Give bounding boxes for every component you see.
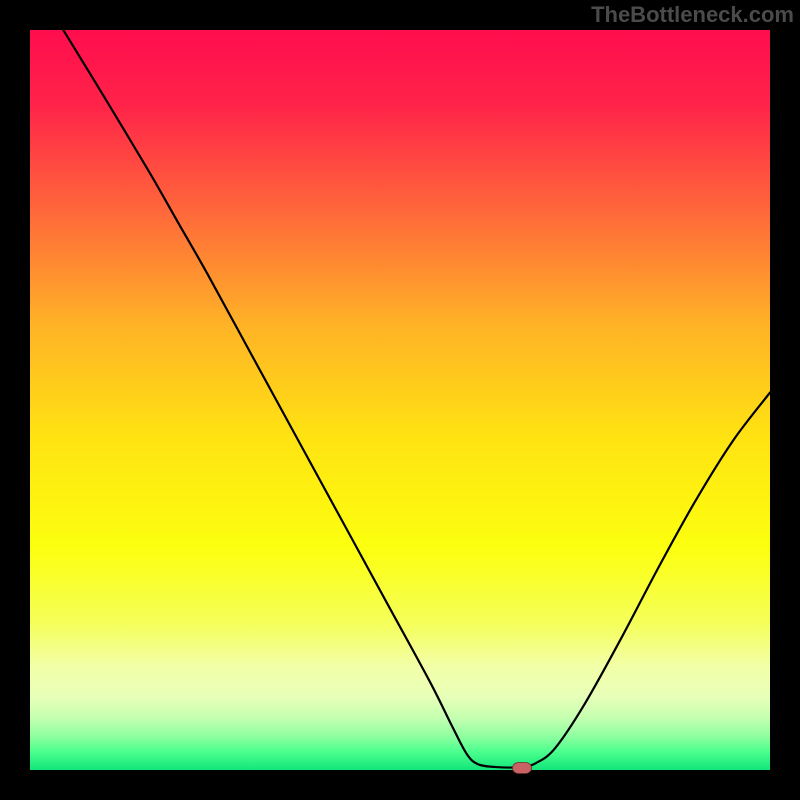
marker-pill (513, 763, 532, 774)
chart-container: { "attribution": { "text": "TheBottlenec… (0, 0, 800, 800)
attribution-text: TheBottleneck.com (591, 2, 794, 28)
plot-area (30, 30, 770, 770)
curve-path (63, 30, 770, 768)
optimum-marker (512, 761, 532, 773)
bottleneck-curve (30, 30, 770, 770)
